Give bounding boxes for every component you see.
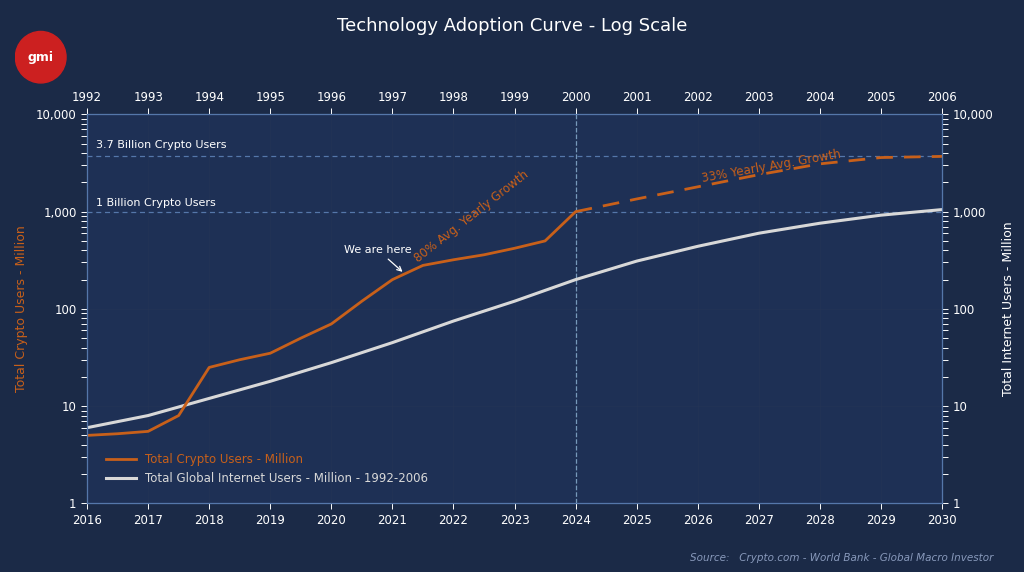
Text: 80% Avg. Yearly Growth: 80% Avg. Yearly Growth [413,168,531,265]
Circle shape [15,31,67,83]
Text: Technology Adoption Curve - Log Scale: Technology Adoption Curve - Log Scale [337,17,687,35]
Text: 3.7 Billion Crypto Users: 3.7 Billion Crypto Users [96,140,226,150]
Text: gmi: gmi [28,51,53,63]
Legend: Total Crypto Users - Million, Total Global Internet Users - Million - 1992-2006: Total Crypto Users - Million, Total Glob… [101,448,433,490]
Y-axis label: Total Internet Users - Million: Total Internet Users - Million [1001,221,1015,396]
Text: Source:   Crypto.com - World Bank - Global Macro Investor: Source: Crypto.com - World Bank - Global… [690,554,993,563]
Text: 33% Yearly Avg. Growth: 33% Yearly Avg. Growth [700,147,842,185]
Text: We are here: We are here [343,244,412,271]
Y-axis label: Total Crypto Users - Million: Total Crypto Users - Million [14,225,28,392]
Text: 1 Billion Crypto Users: 1 Billion Crypto Users [96,198,216,208]
